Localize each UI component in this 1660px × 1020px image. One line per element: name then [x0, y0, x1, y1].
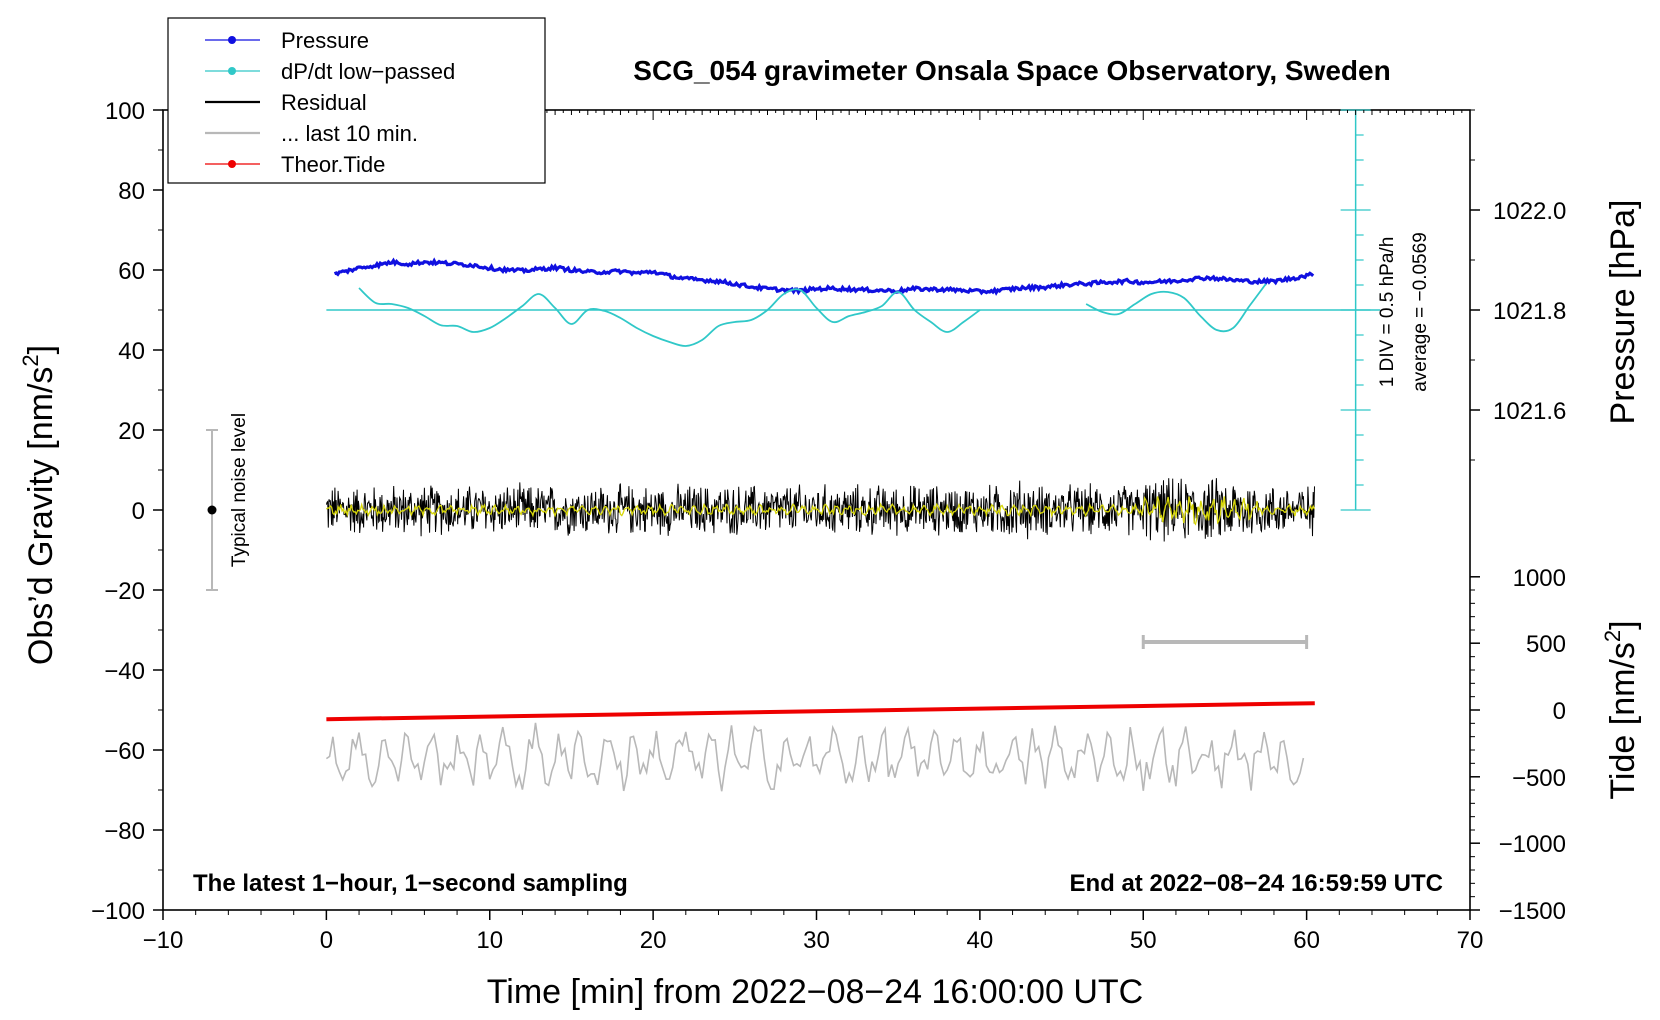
pressure-tick-label: 1022.0 [1493, 198, 1566, 225]
pressure-tick-label: 1021.8 [1493, 298, 1566, 325]
legend-dot-5 [228, 160, 236, 168]
legend-label-5: Theor.Tide [281, 152, 385, 177]
tide-series-line [326, 701, 1315, 722]
y-tick-label: 100 [105, 98, 145, 125]
y-axis-title-sup: 2 [18, 354, 43, 366]
y-tick-label: 40 [118, 338, 145, 365]
dpdt-series-line-1 [358, 287, 981, 347]
legend-label-1: Pressure [281, 28, 369, 53]
legend-label-4: ... last 10 min. [281, 121, 418, 146]
x-tick-label: −10 [143, 927, 184, 954]
x-axis-title: Time [min] from 2022−08−24 16:00:00 UTC [487, 973, 1143, 1011]
pressure-axis-title: Pressure [hPa] [1604, 200, 1642, 425]
legend-label-3: Residual [281, 90, 367, 115]
x-tick-label: 40 [967, 927, 994, 954]
x-tick-label: 50 [1130, 927, 1157, 954]
tide-tick-label: −1000 [1499, 831, 1566, 858]
y-tick-label: 80 [118, 178, 145, 205]
y-tick-label: −20 [104, 578, 145, 605]
x-tick-label: 70 [1457, 927, 1484, 954]
chart-title: SCG_054 gravimeter Onsala Space Observat… [633, 55, 1390, 86]
tide-axis-title-main: Tide [nm/s [1604, 642, 1642, 799]
tide-axis-title-sup: 2 [1600, 630, 1625, 642]
y-tick-label: −60 [104, 738, 145, 765]
x-tick-label: 60 [1293, 927, 1320, 954]
y-tick-label: −100 [91, 898, 145, 925]
legend: Pressure dP/dt low−passed Residual ... last… [167, 17, 546, 184]
tide-tick-label: −500 [1512, 765, 1566, 792]
dpdt-scale-label: 1 DIV = 0.5 hPa/h [1377, 237, 1398, 388]
legend-dot-2 [228, 67, 236, 75]
y-axis-title-main: Obs’d Gravity [nm/s [22, 367, 60, 666]
y-tick-label: −40 [104, 658, 145, 685]
x-tick-label: 0 [320, 927, 333, 954]
y-tick-label: −80 [104, 818, 145, 845]
dpdt-series-line-2 [1085, 283, 1267, 333]
tide-tick-label: 1000 [1513, 565, 1566, 592]
tide-tick-label: 500 [1526, 631, 1566, 658]
pressure-series-line [333, 257, 1315, 296]
last10-series-line [325, 722, 1305, 792]
noise-bar-center-dot [207, 505, 217, 515]
residual-lowpass-series-line [325, 495, 1316, 526]
annotation-left: The latest 1−hour, 1−second sampling [193, 870, 628, 897]
legend-label-2: dP/dt low−passed [281, 59, 455, 84]
y-axis-title-close: ] [22, 345, 60, 354]
tide-tick-label: 0 [1553, 698, 1566, 725]
pressure-tick-label: 1021.6 [1493, 398, 1566, 425]
y-tick-label: 20 [118, 418, 145, 445]
dpdt-average-label: average = −0.0569 [1410, 232, 1431, 392]
x-tick-label: 30 [803, 927, 830, 954]
y-tick-label: 0 [132, 498, 145, 525]
y-tick-label: 60 [118, 258, 145, 285]
annotation-right: End at 2022−08−24 16:59:59 UTC [1069, 870, 1443, 897]
legend-dot-1 [228, 36, 236, 44]
tide-axis-title-close: ] [1604, 620, 1642, 629]
x-tick-label: 20 [640, 927, 667, 954]
tide-tick-label: −1500 [1499, 898, 1566, 925]
noise-level-label: Typical noise level [229, 413, 250, 567]
x-tick-label: 10 [476, 927, 503, 954]
y-axis-title: Obs’d Gravity [nm/s2] [18, 345, 60, 665]
tide-axis-title: Tide [nm/s2] [1600, 620, 1642, 799]
